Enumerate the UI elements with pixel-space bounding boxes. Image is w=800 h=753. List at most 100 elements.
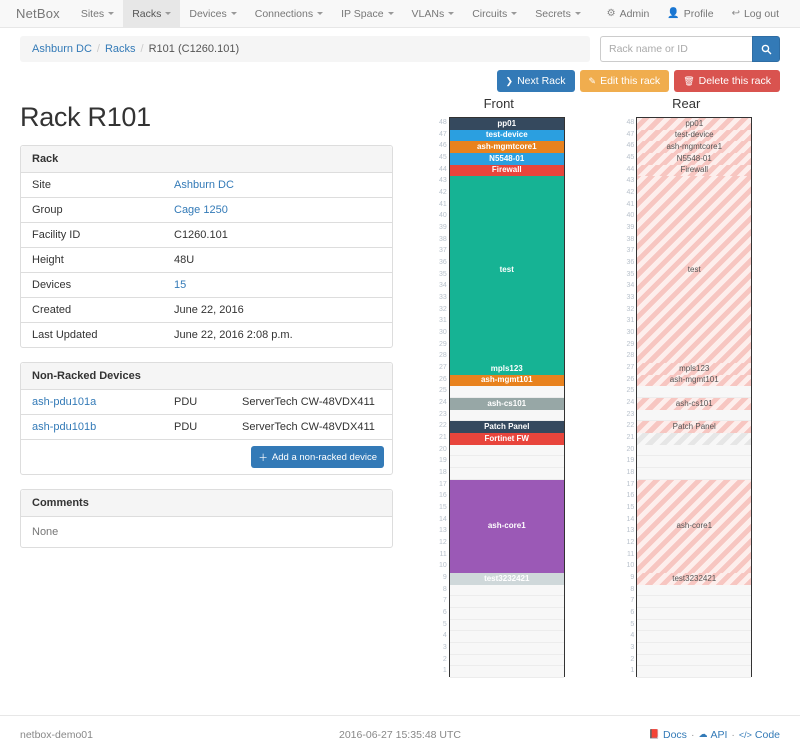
nav-item-circuits[interactable]: Circuits [463, 0, 526, 27]
rack-unit-slot[interactable] [637, 456, 752, 469]
rack-info-value[interactable]: Cage 1250 [163, 197, 392, 223]
u-label: 46 [438, 142, 447, 150]
rack-unit-slot[interactable] [449, 666, 564, 679]
rack-device-label: ash-mgmt101 [669, 375, 719, 385]
rack-device[interactable]: test-device [449, 129, 564, 142]
rack-unit-slot[interactable] [637, 584, 752, 597]
rack-unit-slot[interactable] [449, 619, 564, 632]
device-link[interactable]: ash-pdu101b [32, 421, 97, 433]
rack-device[interactable]: pp01 [637, 118, 752, 130]
brand-logo[interactable]: NetBox [16, 6, 60, 21]
rack-unit-slot[interactable] [449, 444, 564, 457]
nav-item-devices[interactable]: Devices [180, 0, 245, 27]
rack-unit-slot[interactable] [637, 631, 752, 644]
rack-device[interactable]: pp01 [449, 118, 564, 130]
rack-device[interactable]: test-device [637, 129, 752, 142]
rack-unit-slot[interactable] [637, 409, 752, 422]
device-name-cell[interactable]: ash-pdu101b [21, 414, 163, 439]
rack-info-link[interactable]: 15 [174, 279, 187, 291]
rack-device[interactable]: Fortinet FW [449, 433, 564, 445]
rack-device[interactable]: N5548-01 [449, 153, 564, 165]
chevron-down-icon [108, 12, 115, 15]
rack-device[interactable]: ash-core1 [637, 479, 752, 574]
nav-item-label: Circuits [472, 7, 508, 20]
nav-item-racks[interactable]: Racks [123, 0, 181, 27]
rack-device[interactable]: mpls123 [449, 363, 564, 375]
rack-unit-slot[interactable] [449, 631, 564, 644]
rack-unit-slot[interactable] [449, 596, 564, 609]
rack-device[interactable]: ash-cs101 [637, 398, 752, 410]
u-label: 2 [630, 655, 635, 663]
search-icon[interactable] [752, 36, 780, 62]
next-rack-button[interactable]: ❯ Next Rack [496, 70, 575, 92]
rack-device[interactable]: Firewall [637, 164, 752, 177]
footer-api-link[interactable]: ☁ API [698, 729, 727, 741]
rack-info-link[interactable]: Cage 1250 [174, 204, 228, 216]
nav-item-secrets[interactable]: Secrets [526, 0, 590, 27]
delete-this-rack-button[interactable]: 🗑 Delete this rack [674, 70, 780, 92]
rack-unit-slot[interactable] [449, 386, 564, 399]
rack-device[interactable]: ash-mgmt101 [637, 374, 752, 387]
rack-info-key: Last Updated [21, 322, 163, 347]
rack-device[interactable]: test3232421 [637, 573, 752, 585]
rack-device-label: test3232421 [484, 573, 530, 583]
rack-unit-slot[interactable] [637, 386, 752, 399]
nav-item-connections[interactable]: Connections [246, 0, 332, 27]
rack-device[interactable]: ash-core1 [449, 479, 564, 574]
footer-docs-link[interactable]: 📕 Docs [649, 729, 687, 741]
rack-unit-slot[interactable] [449, 654, 564, 667]
rack-unit-slot[interactable] [449, 584, 564, 597]
rack-device[interactable] [637, 433, 752, 445]
rack-device[interactable]: Patch Panel [449, 421, 564, 434]
rack-unit-slot[interactable] [637, 666, 752, 679]
rack-device[interactable]: test3232421 [449, 573, 564, 585]
rack-info-row: Site Ashburn DC [21, 173, 392, 198]
nav-admin-link[interactable]: ⚙ Admin [598, 0, 659, 27]
rack-unit-slot[interactable] [637, 596, 752, 609]
nav-profile-link[interactable]: 👤 Profile [658, 0, 722, 27]
rack-info-key: Height [21, 247, 163, 273]
rack-device[interactable]: ash-mgmt101 [449, 374, 564, 387]
rack-device[interactable]: test [449, 176, 564, 364]
rack-unit-slot[interactable] [637, 608, 752, 620]
rack-device[interactable]: test [637, 176, 752, 364]
nav-log-out-link[interactable]: ↩ Log out [723, 0, 788, 27]
rack-device[interactable]: Patch Panel [637, 421, 752, 434]
rack-unit-slot[interactable] [637, 444, 752, 457]
rack-unit-slot[interactable] [449, 643, 564, 655]
nav-item-sites[interactable]: Sites [72, 0, 123, 27]
rack-device[interactable]: N5548-01 [637, 153, 752, 165]
rack-info-link[interactable]: Ashburn DC [174, 179, 234, 191]
rack-unit-slot[interactable] [637, 654, 752, 667]
u-label: 17 [626, 480, 635, 488]
rack-unit-slot[interactable] [449, 608, 564, 620]
nav-item-vlans[interactable]: VLANs [403, 0, 464, 27]
rack-unit-slot[interactable] [637, 468, 752, 480]
breadcrumb-site[interactable]: Ashburn DC [32, 43, 92, 55]
device-link[interactable]: ash-pdu101a [32, 396, 97, 408]
nav-item-ip-space[interactable]: IP Space [332, 0, 402, 27]
plus-icon: ＋ [258, 453, 268, 464]
device-name-cell[interactable]: ash-pdu101a [21, 390, 163, 415]
rack-unit-slot[interactable] [449, 468, 564, 480]
rack-unit-slot[interactable] [637, 643, 752, 655]
rack-device[interactable]: ash-mgmtcore1 [637, 141, 752, 153]
action-label: Next Rack [517, 75, 566, 87]
u-label: 29 [626, 340, 635, 348]
rack-device[interactable]: mpls123 [637, 363, 752, 375]
search-input[interactable] [600, 36, 752, 62]
rack-device[interactable]: Firewall [449, 164, 564, 177]
rack-unit-slot[interactable] [637, 619, 752, 632]
rack-info-value[interactable]: 15 [163, 272, 392, 298]
rack-unit-slot[interactable] [449, 409, 564, 422]
rack-info-value[interactable]: Ashburn DC [163, 173, 392, 198]
breadcrumb-racks[interactable]: Racks [104, 43, 136, 55]
add-non-racked-device-button[interactable]: ＋ Add a non-racked device [251, 446, 384, 468]
u-label: 18 [438, 469, 447, 477]
rack-device[interactable]: ash-cs101 [449, 398, 564, 410]
comments-heading: Comments [21, 490, 392, 517]
rack-device[interactable]: ash-mgmtcore1 [449, 141, 564, 153]
footer-code-link[interactable]: </> Code [739, 729, 780, 741]
edit-this-rack-button[interactable]: ✎ Edit this rack [579, 70, 670, 92]
rack-unit-slot[interactable] [449, 456, 564, 469]
